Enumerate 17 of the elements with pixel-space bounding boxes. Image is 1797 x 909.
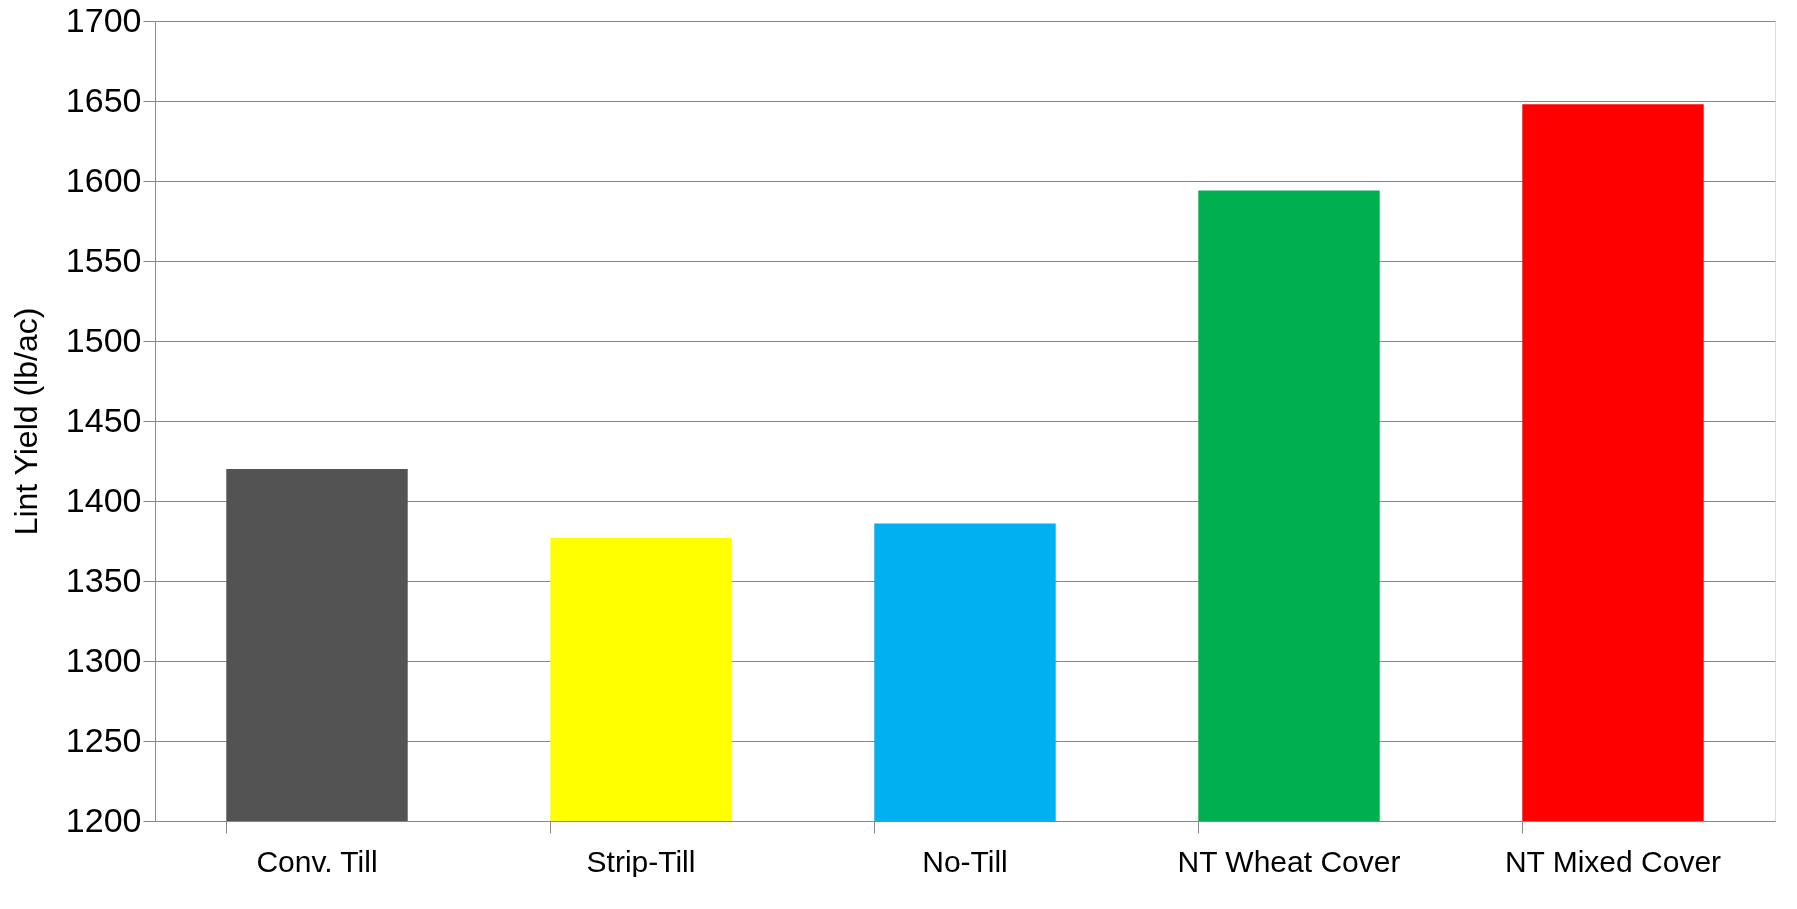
x-tick-label: Strip-Till bbox=[586, 844, 696, 878]
y-tick-label: 1600 bbox=[65, 160, 142, 199]
y-tick-label: 1450 bbox=[65, 400, 142, 439]
x-tick-label: NT Mixed Cover bbox=[1504, 844, 1722, 878]
y-tick-label: 1650 bbox=[65, 80, 142, 119]
x-tick-label: No-Till bbox=[922, 844, 1008, 878]
y-tick-label: 1550 bbox=[65, 240, 142, 279]
y-tick-label: 1200 bbox=[65, 800, 142, 839]
y-axis-title: Lint Yield (lb/ac) bbox=[7, 307, 44, 536]
x-tick-label: Conv. Till bbox=[256, 844, 378, 878]
y-tick-label: 1250 bbox=[65, 720, 142, 759]
y-tick-label: 1350 bbox=[65, 560, 142, 599]
y-tick-label: 1500 bbox=[65, 320, 142, 359]
x-tick-label: NT Wheat Cover bbox=[1177, 844, 1401, 878]
y-tick-label: 1700 bbox=[65, 0, 142, 39]
y-tick-label: 1400 bbox=[65, 480, 142, 519]
y-tick-label: 1300 bbox=[65, 640, 142, 679]
